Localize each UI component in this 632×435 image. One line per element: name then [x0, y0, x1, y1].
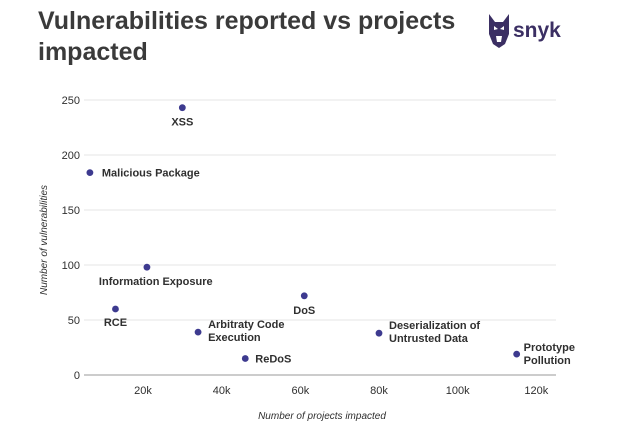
point-label: Information Exposure [99, 276, 213, 288]
y-tick-label: 200 [62, 150, 80, 162]
scatter-point [241, 355, 249, 362]
y-tick-label: 0 [74, 370, 80, 382]
data-points [86, 104, 521, 362]
snyk-dog-icon [489, 14, 509, 48]
point-label: XSS [171, 117, 193, 129]
scatter-point [375, 329, 383, 337]
point-label: ReDoS [255, 354, 291, 366]
snyk-wordmark: snyk [513, 19, 561, 42]
point-labels: XSS Malicious Package Information Exposure… [99, 117, 575, 367]
x-tick-label: 100k [446, 385, 470, 397]
y-tick-label: 150 [62, 205, 80, 217]
x-tick-label: 120k [524, 385, 548, 397]
x-axis-title: Number of projects impacted [258, 411, 386, 422]
snyk-logo: snyk [487, 12, 567, 52]
point-label: Deserialization of Untrusted Data [389, 320, 480, 345]
x-tick-label: 80k [370, 385, 388, 397]
grid-lines [84, 99, 556, 321]
point-label: Prototype Pollution [524, 342, 575, 367]
y-tick-label: 250 [62, 95, 80, 107]
y-tick-label: 50 [68, 315, 80, 327]
point-label: Malicious Package [102, 168, 200, 180]
scatter-point [86, 169, 94, 177]
chart-title: Vulnerabilities reported vs projects imp… [38, 7, 456, 66]
x-tick-label: 20k [134, 385, 152, 397]
point-label: Arbitraty Code Execution [208, 319, 284, 344]
axes: 0 50 100 150 200 250 20k 40k 60k 80k 100k 120k [62, 95, 556, 397]
scatter-point [178, 104, 186, 112]
y-tick-label: 100 [62, 260, 80, 272]
x-tick-label: 60k [291, 385, 309, 397]
scatter-point [194, 328, 202, 336]
point-label: RCE [104, 317, 127, 329]
y-axis-title: Number of vulnerabilities [39, 185, 50, 295]
x-tick-label: 40k [213, 385, 231, 397]
scatter-point [300, 292, 308, 300]
scatter-point [513, 350, 521, 358]
scatter-point [112, 305, 119, 313]
point-label: DoS [293, 305, 315, 317]
scatter-point [143, 263, 151, 271]
